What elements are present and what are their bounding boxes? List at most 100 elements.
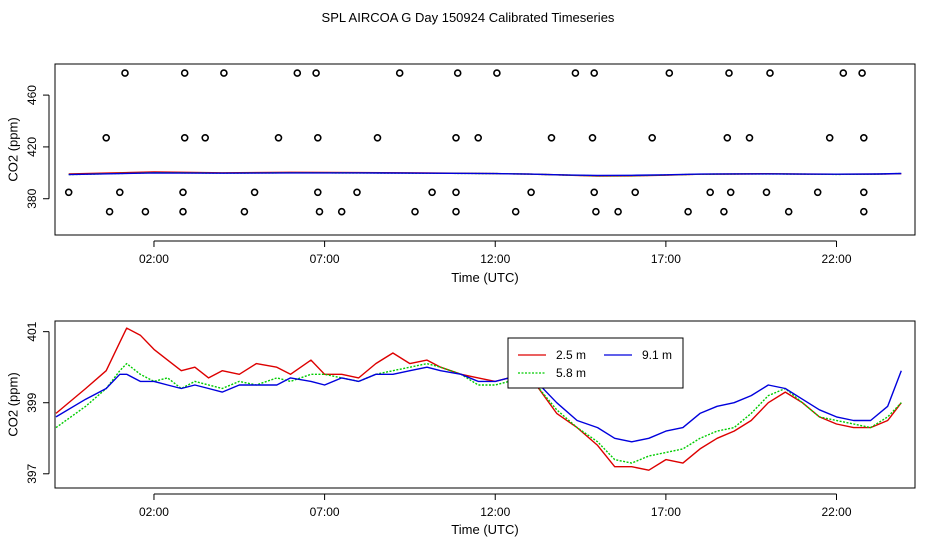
outlier-point: [452, 134, 460, 142]
outlier-point: [859, 207, 868, 216]
outlier-point: [720, 207, 728, 216]
outlier-point: [547, 134, 556, 142]
bottom-y-axis: 397 399 401: [25, 321, 50, 484]
x-tick-label: 22:00: [821, 505, 851, 519]
legend: 2.5 m 5.8 m 9.1 m: [507, 337, 684, 389]
y-tick-label: 420: [25, 137, 39, 157]
y-tick-label: 380: [25, 188, 39, 208]
x-tick-label: 07:00: [310, 252, 340, 266]
legend-box: [507, 337, 684, 389]
outlier-point: [250, 188, 259, 197]
outlier-point: [452, 207, 460, 216]
outlier-point: [665, 69, 674, 77]
bottom-y-axis-label: CO2 (ppm): [5, 372, 20, 436]
outlier-point: [723, 134, 732, 142]
x-tick-label: 12:00: [480, 505, 510, 519]
top-x-axis-label: Time (UTC): [451, 270, 518, 285]
y-tick-label: 397: [25, 463, 39, 483]
outlier-point: [859, 188, 868, 197]
outlier-point: [313, 188, 322, 197]
x-tick-label: 02:00: [139, 252, 169, 266]
outlier-point: [631, 188, 640, 197]
outlier-point: [428, 188, 436, 197]
outlier-point: [180, 134, 189, 142]
series-line-9-1-m: [55, 366, 902, 443]
x-tick-label: 07:00: [310, 505, 340, 519]
bottom-x-axis-label: Time (UTC): [451, 522, 518, 537]
outlier-point: [590, 69, 599, 77]
outlier-point: [179, 207, 187, 216]
outlier-point: [588, 134, 597, 142]
top-plot-frame: [54, 63, 916, 236]
series-line-2-5-m: [55, 327, 902, 471]
y-tick-label: 460: [25, 85, 39, 105]
outlier-point: [825, 134, 834, 142]
outlier-point: [648, 134, 657, 142]
outlier-point: [725, 69, 733, 77]
bottom-x-axis: 02:00 07:00 12:00 17:00 22:00: [139, 493, 852, 519]
outlier-point: [766, 69, 774, 77]
y-tick-label: 401: [25, 321, 39, 341]
outlier-point: [180, 69, 189, 77]
outlier-point: [315, 207, 324, 216]
x-tick-label: 12:00: [480, 252, 510, 266]
outlier-point: [179, 188, 187, 197]
y-tick-label: 399: [25, 392, 39, 412]
x-tick-label: 22:00: [821, 252, 851, 266]
outlier-point: [220, 69, 228, 77]
series-line-5-8-m: [55, 362, 902, 464]
bottom-plot-frame: [54, 320, 916, 489]
x-tick-label: 17:00: [651, 252, 681, 266]
legend-label-2-5m: 2.5 m: [556, 348, 586, 362]
outlier-point: [511, 207, 520, 216]
outlier-point: [590, 188, 599, 197]
outlier-point: [706, 188, 715, 197]
outlier-point: [64, 188, 73, 197]
outlier-point: [452, 188, 460, 197]
outlier-point: [141, 207, 150, 216]
outlier-point: [858, 69, 866, 77]
bottom-panel: 397 399 401 02:00 07:00 12:00 17:00 22:00 Time…: [5, 320, 916, 537]
outlier-point: [373, 134, 382, 142]
top-y-axis-label: CO2 (ppm): [5, 117, 20, 181]
series-line-9-1-m: [68, 172, 902, 177]
outlier-point: [102, 134, 110, 142]
top-panel: 380 420 460 02:00 07:00 12:00 17:00 22:00 Time…: [5, 63, 916, 285]
outlier-point: [201, 134, 209, 142]
outlier-point: [411, 207, 419, 216]
outlier-point: [745, 134, 754, 142]
outlier-point: [105, 207, 114, 216]
outlier-point: [527, 188, 535, 197]
top-x-axis: 02:00 07:00 12:00 17:00 22:00: [139, 240, 852, 266]
outlier-point: [839, 69, 848, 77]
outlier-point: [395, 69, 404, 77]
outlier-point: [859, 134, 868, 142]
top-y-axis: 380 420 460: [25, 85, 50, 209]
outlier-point: [312, 69, 320, 77]
outlier-point: [337, 207, 346, 216]
outlier-point: [353, 188, 361, 197]
outlier-point: [614, 207, 622, 216]
outlier-point: [474, 134, 483, 142]
legend-label-5-8m: 5.8 m: [556, 366, 586, 380]
top-series-lines: [68, 171, 902, 177]
outlier-point: [762, 188, 771, 197]
bottom-series-lines: [55, 327, 902, 471]
outlier-point: [592, 207, 600, 216]
outlier-point: [684, 207, 692, 216]
outlier-point: [784, 207, 793, 216]
outlier-point: [121, 69, 129, 77]
outlier-point: [813, 188, 822, 197]
top-outlier-points: [64, 69, 868, 216]
outlier-point: [726, 188, 735, 197]
x-tick-label: 02:00: [139, 505, 169, 519]
outlier-point: [116, 188, 124, 197]
outlier-point: [274, 134, 283, 142]
outlier-point: [293, 69, 302, 77]
x-tick-label: 17:00: [651, 505, 681, 519]
legend-label-9-1m: 9.1 m: [642, 348, 672, 362]
outlier-point: [240, 207, 249, 216]
outlier-point: [453, 69, 462, 77]
outlier-point: [493, 69, 501, 77]
